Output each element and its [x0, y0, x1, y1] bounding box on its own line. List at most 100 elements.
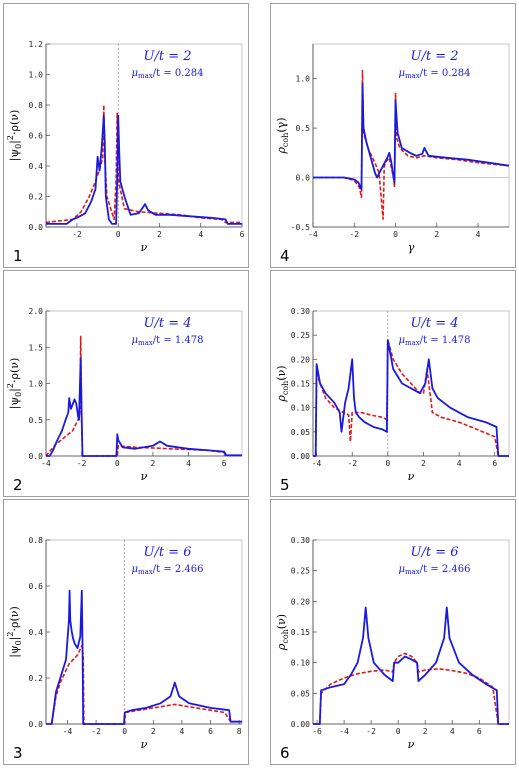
x-axis-label: ν — [141, 470, 148, 483]
x-tick-label: 6 — [492, 459, 497, 468]
y-tick-label: 0.0 — [296, 174, 311, 183]
y-tick-label: 1.0 — [29, 380, 44, 389]
x-tick-label: 4 — [198, 230, 203, 239]
y-axis-label: ρcoh(γ) — [275, 117, 290, 154]
chart-panel-3: -4 -2 0 2 4 6 8 0.0 0.2 0.4 0.6 0.8 ν |ψ0|2·ρ(ν) U/t =… — [3, 499, 249, 765]
u-over-t-annotation: U/t = 6 — [144, 545, 192, 560]
y-tick-label: 0.30 — [291, 536, 310, 545]
y-tick-label: 1.0 — [29, 71, 44, 80]
x-tick-label: -2 — [366, 727, 376, 736]
series-line-approx — [313, 339, 509, 457]
x-tick-label: 2 — [434, 230, 439, 239]
x-axis-label: ν — [141, 241, 148, 254]
y-tick-label: 0.05 — [291, 689, 310, 698]
y-tick-label: 0.5 — [296, 124, 311, 133]
series-line-dmft — [313, 606, 509, 725]
y-tick-label: 1.5 — [29, 343, 44, 352]
y-tick-label: 0.20 — [291, 355, 310, 364]
y-tick-label: 2.0 — [29, 307, 44, 316]
x-tick-label: 0 — [393, 230, 398, 239]
panel-number: 1 — [13, 247, 23, 265]
y-tick-label: 0.10 — [291, 404, 310, 413]
chart-svg: -2 0 2 4 6 0.0 0.2 0.4 0.6 0.8 1.0 1.2 ν |ψ0|2·ρ(ν) U/… — [6, 40, 245, 254]
y-tick-label: 0.0 — [29, 720, 44, 729]
y-tick-label: 0.25 — [291, 567, 310, 576]
x-tick-label: 2 — [150, 459, 155, 468]
y-tick-label: 0.00 — [291, 720, 310, 729]
mu-max-annotation: μmax/t = 2.466 — [132, 564, 204, 576]
chart-svg: -4 -2 0 2 4 6 0.0 0.5 1.0 1.5 2.0 ν |ψ0|2·ρ(ν) U/t = … — [6, 307, 243, 483]
x-tick-label: -2 — [347, 459, 357, 468]
x-tick-label: -6 — [312, 727, 322, 736]
y-tick-label: 0.10 — [291, 659, 310, 668]
x-tick-label: -4 — [41, 459, 51, 468]
u-over-t-annotation: U/t = 2 — [411, 49, 459, 64]
x-tick-label: -2 — [349, 230, 359, 239]
chart-svg: -6 -4 -2 0 2 4 6 0.00 0.05 0.10 0.15 0.20 0.25 0.30 ν ρ… — [275, 536, 510, 751]
panel-number: 2 — [13, 476, 23, 494]
x-tick-label: 8 — [237, 727, 242, 736]
series-line-approx — [50, 645, 242, 725]
y-tick-label: 0.15 — [291, 628, 310, 637]
chart-svg: -4 -2 0 2 4 6 8 0.0 0.2 0.4 0.6 0.8 ν |ψ0|2·ρ(ν) U/t =… — [6, 536, 243, 751]
series-line-dmft — [313, 339, 509, 457]
y-tick-label: 0.25 — [291, 331, 310, 340]
x-tick-label: 0 — [115, 459, 120, 468]
y-tick-label: 0.05 — [291, 428, 310, 437]
series-line-approx — [313, 652, 509, 725]
x-tick-label: 4 — [476, 230, 481, 239]
y-tick-label: 0.30 — [291, 307, 310, 316]
plot-frame — [45, 310, 243, 457]
x-tick-label: -4 — [63, 727, 73, 736]
x-tick-label: 4 — [450, 727, 455, 736]
y-axis-label: |ψ0|2·ρ(ν) — [6, 606, 23, 657]
x-tick-label: 2 — [151, 727, 156, 736]
panel-number: 3 — [13, 744, 23, 762]
x-tick-label: 0 — [385, 459, 390, 468]
y-tick-label: 0.8 — [29, 536, 44, 545]
y-tick-label: 0.0 — [29, 452, 44, 461]
x-axis-label: ν — [408, 470, 415, 483]
mu-max-annotation: μmax/t = 0.284 — [132, 68, 204, 80]
x-tick-label: 0 — [122, 727, 127, 736]
series-line-approx — [45, 335, 229, 457]
x-tick-label: -2 — [72, 230, 82, 239]
x-tick-label: -4 — [339, 727, 349, 736]
y-tick-label: 0.6 — [29, 582, 44, 591]
panel-number: 4 — [280, 247, 290, 265]
chart-svg: -4 -2 0 2 4 -0.5 0.0 0.5 1.0 γ ρcoh(γ) U/t = 2 μmax/… — [275, 43, 510, 254]
y-tick-label: 1.2 — [29, 40, 44, 49]
series-line-dmft — [46, 589, 242, 725]
x-axis-label: ν — [408, 738, 415, 751]
y-tick-label: 0.4 — [29, 162, 44, 171]
chart-panel-4: -4 -2 0 2 4 -0.5 0.0 0.5 1.0 γ ρcoh(γ) U/t = 2 μmax/… — [270, 3, 516, 268]
y-tick-label: 0.15 — [291, 380, 310, 389]
x-tick-label: 2 — [421, 459, 426, 468]
chart-panel-6: -6 -4 -2 0 2 4 6 0.00 0.05 0.10 0.15 0.20 0.25 0.30 ν ρ… — [270, 499, 516, 765]
mu-max-annotation: μmax/t = 1.478 — [399, 335, 471, 347]
chart-panel-5: -4 -2 0 2 4 6 0.00 0.05 0.10 0.15 0.20 0.25 0.30 ν ρco… — [270, 270, 516, 497]
x-tick-label: 0 — [116, 230, 121, 239]
series-line-dmft — [313, 82, 510, 191]
x-tick-label: 6 — [240, 230, 245, 239]
y-tick-label: 0.4 — [29, 628, 44, 637]
series-line-dmft — [46, 114, 242, 225]
u-over-t-annotation: U/t = 2 — [144, 49, 192, 64]
x-axis-label: ν — [141, 738, 148, 751]
x-axis-label: γ — [408, 241, 415, 254]
x-tick-label: 2 — [423, 727, 428, 736]
x-tick-label: -2 — [91, 727, 101, 736]
y-tick-label: 0.5 — [29, 416, 44, 425]
y-axis-label: |ψ0|2·ρ(ν) — [6, 110, 23, 161]
x-tick-label: 6 — [477, 727, 482, 736]
mu-max-annotation: μmax/t = 1.478 — [132, 335, 204, 347]
x-tick-label: 2 — [157, 230, 162, 239]
x-tick-label: -2 — [77, 459, 87, 468]
x-tick-label: 6 — [222, 459, 227, 468]
u-over-t-annotation: U/t = 6 — [411, 545, 459, 560]
y-tick-label: 0.2 — [29, 674, 44, 683]
x-tick-label: -4 — [312, 459, 322, 468]
x-tick-label: 4 — [179, 727, 184, 736]
y-tick-label: 0.6 — [29, 132, 44, 141]
x-tick-label: 4 — [186, 459, 191, 468]
